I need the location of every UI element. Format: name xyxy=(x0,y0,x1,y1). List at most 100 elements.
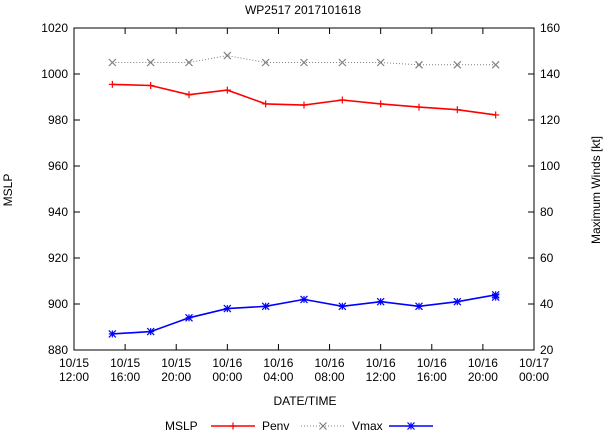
x-tick-label-date: 10/16 xyxy=(315,356,345,370)
series-point-vmax-d2 xyxy=(376,58,385,67)
legend-title: MSLP xyxy=(165,419,198,432)
series-point-vmax-d2 xyxy=(300,58,308,67)
series-point-mslp-d2 xyxy=(453,297,462,306)
x-tick-label-date: 10/16 xyxy=(212,356,242,370)
series-point-vmax xyxy=(223,51,232,60)
chart-title: WP2517 2017101618 xyxy=(245,3,361,17)
x-tick-label-date: 10/16 xyxy=(468,356,498,370)
series-point-vmax xyxy=(338,58,347,67)
legend-marker-vmax-d2 xyxy=(319,422,327,430)
series-point-penv xyxy=(262,100,270,108)
x-tick-label-date: 10/15 xyxy=(110,356,140,370)
series-point-vmax xyxy=(491,60,500,69)
series-point-penv xyxy=(147,82,155,89)
series-point-vmax-d2 xyxy=(223,51,232,60)
x-tick-label-time: 12:00 xyxy=(59,370,89,384)
y-left-tick-label: 920 xyxy=(48,251,68,265)
x-tick-label-time: 16:00 xyxy=(110,370,140,384)
x-tick-label-time: 20:00 xyxy=(161,370,191,384)
series-point-vmax-d2 xyxy=(261,58,270,67)
series-point-vmax xyxy=(146,58,155,67)
y-left-tick-label: 1020 xyxy=(41,21,68,35)
legend-label-vmax: Vmax xyxy=(352,419,383,432)
x-tick-label-date: 10/16 xyxy=(263,356,293,370)
series-point-penv xyxy=(453,106,461,114)
y-right-tick-label: 100 xyxy=(540,159,560,173)
series-point-vmax xyxy=(376,58,385,67)
y-left-tick-label: 960 xyxy=(48,159,68,173)
series-point-penv xyxy=(492,111,500,119)
y-right-tick-label: 60 xyxy=(540,251,554,265)
series-point-mslp-d2 xyxy=(223,304,232,313)
series-point-mslp xyxy=(453,297,462,306)
series-point-vmax-d2 xyxy=(453,60,462,69)
series-point-mslp-d2 xyxy=(261,302,270,311)
series-point-mslp xyxy=(223,304,232,313)
legend-marker-series-d2 xyxy=(407,422,415,430)
series-point-penv xyxy=(415,103,423,111)
legend-marker-series xyxy=(407,422,415,430)
x-tick-label-date: 10/16 xyxy=(417,356,447,370)
series-point-mslp xyxy=(146,327,155,336)
x-tick-label-time: 12:00 xyxy=(366,370,396,384)
y-left-tick-label: 880 xyxy=(48,343,68,357)
series-point-vmax xyxy=(185,58,193,67)
series-line-mslp xyxy=(112,293,497,335)
y-left-tick-label: 900 xyxy=(48,297,68,311)
series-point-penv xyxy=(223,86,231,94)
series-point-mslp-d2 xyxy=(185,313,193,322)
series-point-vmax-d2 xyxy=(491,60,500,69)
x-tick-label-time: 08:00 xyxy=(315,370,345,384)
series-point-penv xyxy=(108,80,116,88)
series-point-mslp xyxy=(300,295,308,304)
series-point-mslp-d2 xyxy=(376,297,385,306)
y-right-tick-label: 160 xyxy=(540,21,560,35)
y-left-tick-label: 940 xyxy=(48,205,68,219)
series-point-mslp xyxy=(338,302,347,311)
x-tick-label-date: 10/16 xyxy=(366,356,396,370)
x-tick-label-time: 00:00 xyxy=(519,370,549,384)
series-point-vmax xyxy=(453,60,462,69)
legend: MSLP Penv Vmax xyxy=(165,419,433,432)
plot-frame xyxy=(73,27,535,351)
series-point-mslp-d2 xyxy=(300,295,308,304)
series-point-mslp xyxy=(491,293,500,302)
y-axis-left-label: MSLP xyxy=(1,174,15,207)
series-point-mslp-d2 xyxy=(146,327,155,336)
series-point-mslp-d2 xyxy=(108,329,117,338)
series-point-vmax xyxy=(108,58,117,67)
series-point-penv xyxy=(185,91,193,99)
series-point-penv xyxy=(300,101,308,109)
y-axis-right-label: Maximum Winds [kt] xyxy=(589,136,603,244)
series-point-mslp xyxy=(185,313,193,322)
series-point-vmax-d2 xyxy=(415,60,423,69)
y-left-tick-label: 1000 xyxy=(41,67,68,81)
x-tick-label-date: 10/15 xyxy=(59,356,89,370)
series-point-mslp xyxy=(376,297,385,306)
x-tick-label-date: 10/15 xyxy=(161,356,191,370)
series-point-vmax-d2 xyxy=(185,58,193,67)
x-tick-label-time: 16:00 xyxy=(417,370,447,384)
series-point-mslp-d2 xyxy=(338,302,347,311)
x-axis-label: DATE/TIME xyxy=(273,394,336,408)
legend-marker-vmax xyxy=(319,422,327,430)
series-point-vmax xyxy=(261,58,270,67)
y-left-tick-label: 980 xyxy=(48,113,68,127)
series-point-vmax-d2 xyxy=(108,58,117,67)
series-point-mslp-d2 xyxy=(415,302,423,311)
series-point-vmax xyxy=(415,60,423,69)
series-point-vmax-d2 xyxy=(338,58,347,67)
y-right-tick-label: 20 xyxy=(540,343,554,357)
series-point-penv xyxy=(338,96,346,104)
series-point-mslp xyxy=(108,329,117,338)
series-point-vmax xyxy=(300,58,308,67)
y-right-tick-label: 140 xyxy=(540,67,560,81)
y-right-tick-label: 40 xyxy=(540,297,554,311)
x-tick-label-date: 10/17 xyxy=(519,356,549,370)
series-point-mslp xyxy=(415,302,423,311)
y-right-tick-label: 80 xyxy=(540,205,554,219)
y-right-tick-label: 120 xyxy=(540,113,560,127)
series-point-mslp xyxy=(261,302,270,311)
series-point-penv xyxy=(377,100,385,108)
